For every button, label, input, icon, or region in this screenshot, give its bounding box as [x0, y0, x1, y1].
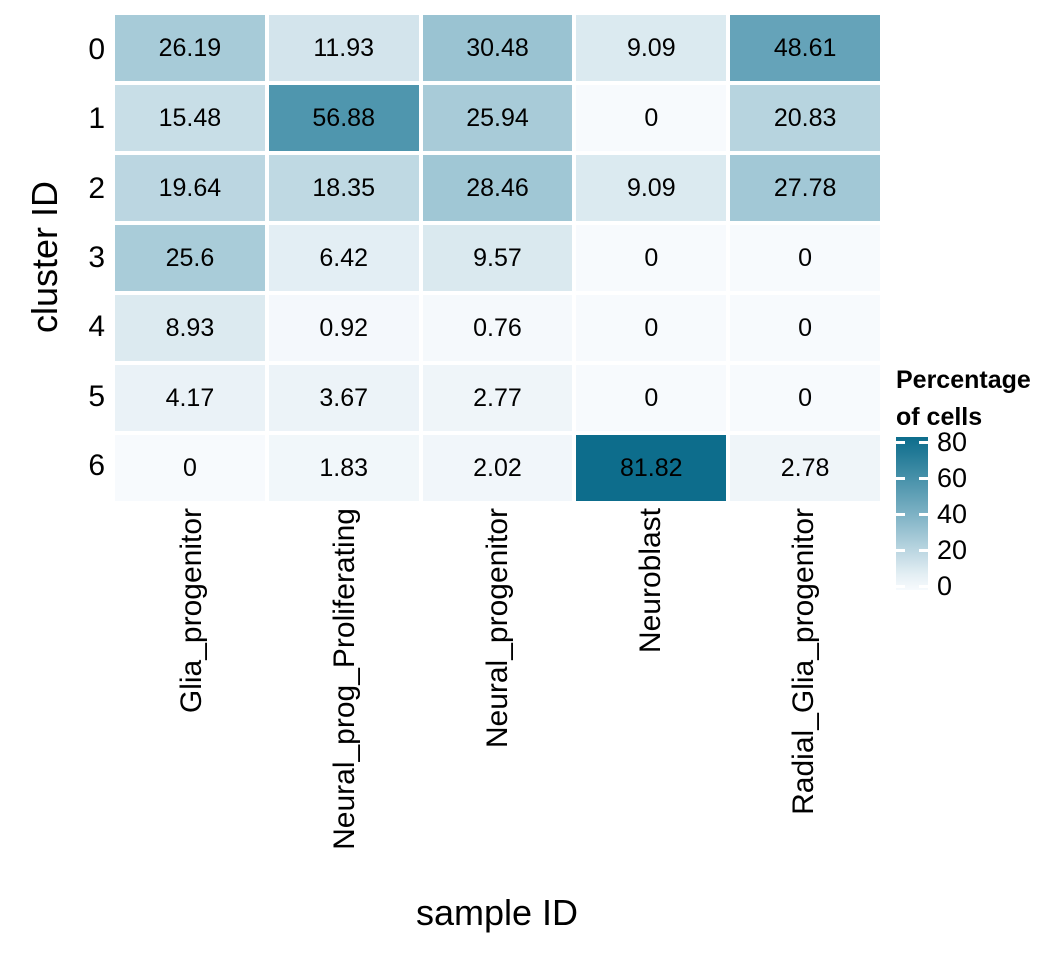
heatmap-cell: 0 — [730, 225, 880, 291]
legend-tick-mark — [896, 440, 905, 444]
heatmap-cell: 27.78 — [730, 155, 880, 221]
heatmap-cell: 9.09 — [576, 155, 727, 221]
y-tick-label: 0 — [88, 32, 105, 66]
legend-title-line1: Percentage — [896, 366, 1031, 394]
heatmap-cell: 11.93 — [268, 15, 419, 81]
x-tick-label: Radial_Glia_progenitor — [786, 508, 820, 815]
heatmap-cell: 81.82 — [576, 435, 727, 501]
heatmap-cell: 18.35 — [268, 155, 419, 221]
heatmap-grid: 26.19 11.93 30.48 9.09 48.61 15.48 56.88 25.94 0… — [115, 15, 880, 501]
legend-tick-label: 20 — [937, 535, 968, 566]
y-tick-label: 3 — [88, 241, 105, 274]
heatmap-cell: 9.57 — [422, 225, 573, 291]
legend-tick-mark — [919, 548, 928, 552]
heatmap-cell: 56.88 — [268, 85, 419, 151]
legend-tick-label: 0 — [937, 571, 953, 602]
heatmap-cell: 0 — [115, 435, 265, 501]
heatmap-cell: 0 — [576, 295, 727, 361]
legend-tick-mark — [896, 548, 905, 552]
heatmap-cell: 0 — [730, 365, 880, 431]
legend-tick-mark — [896, 584, 905, 588]
heatmap-cell: 48.61 — [730, 15, 880, 81]
heatmap-cell: 28.46 — [422, 155, 573, 221]
heatmap-cell: 6.42 — [268, 225, 419, 291]
heatmap-cell: 25.6 — [115, 225, 265, 291]
heatmap-cell: 25.94 — [422, 85, 573, 151]
legend-title: Percentage of cells — [896, 362, 1031, 436]
heatmap-cell: 9.09 — [576, 15, 727, 81]
legend-colorbar — [896, 437, 928, 590]
heatmap-cell: 2.77 — [422, 365, 573, 431]
heatmap-cell: 0.76 — [422, 295, 573, 361]
heatmap-cell: 3.67 — [268, 365, 419, 431]
x-tick-label: Neural_progenitor — [480, 508, 514, 749]
legend-title-line2: of cells — [896, 403, 983, 431]
y-tick-label: 2 — [88, 171, 105, 205]
y-tick-label: 5 — [88, 379, 105, 413]
y-tick-label: 4 — [88, 310, 105, 344]
heatmap-cell: 4.17 — [115, 365, 265, 431]
heatmap-cell: 2.02 — [422, 435, 573, 501]
heatmap-cell: 0 — [730, 295, 880, 361]
legend-tick-mark — [896, 476, 905, 480]
legend-tick-mark — [919, 512, 928, 516]
heatmap-cell: 26.19 — [115, 15, 265, 81]
legend-tick-mark — [919, 476, 928, 480]
heatmap-cell: 0 — [576, 225, 727, 291]
x-tick-label: Neuroblast — [633, 508, 667, 654]
heatmap-cell: 20.83 — [730, 85, 880, 151]
legend-tick-mark — [919, 584, 928, 588]
heatmap-cell: 2.78 — [730, 435, 880, 501]
heatmap-cell: 0 — [576, 365, 727, 431]
y-tick-label: 1 — [88, 102, 105, 136]
heatmap-cell: 30.48 — [422, 15, 573, 81]
legend-tick-mark — [919, 440, 928, 444]
legend-tick-label: 80 — [937, 427, 968, 458]
x-tick-label: Glia_progenitor — [174, 508, 208, 714]
y-tick-label: 6 — [88, 449, 105, 483]
heatmap-cell: 1.83 — [268, 435, 419, 501]
heatmap-cell: 0 — [576, 85, 727, 151]
x-tick-label: Neural_prog_Proliferating — [327, 508, 361, 850]
x-axis-title: sample ID — [415, 892, 579, 933]
legend-tick-mark — [896, 512, 905, 516]
legend-tick-label: 40 — [937, 499, 968, 530]
heatmap-cell: 15.48 — [115, 85, 265, 151]
heatmap-cell: 8.93 — [115, 295, 265, 361]
heatmap-cell: 0.92 — [268, 295, 419, 361]
legend-tick-label: 60 — [937, 463, 968, 494]
heatmap-cell: 19.64 — [115, 155, 265, 221]
